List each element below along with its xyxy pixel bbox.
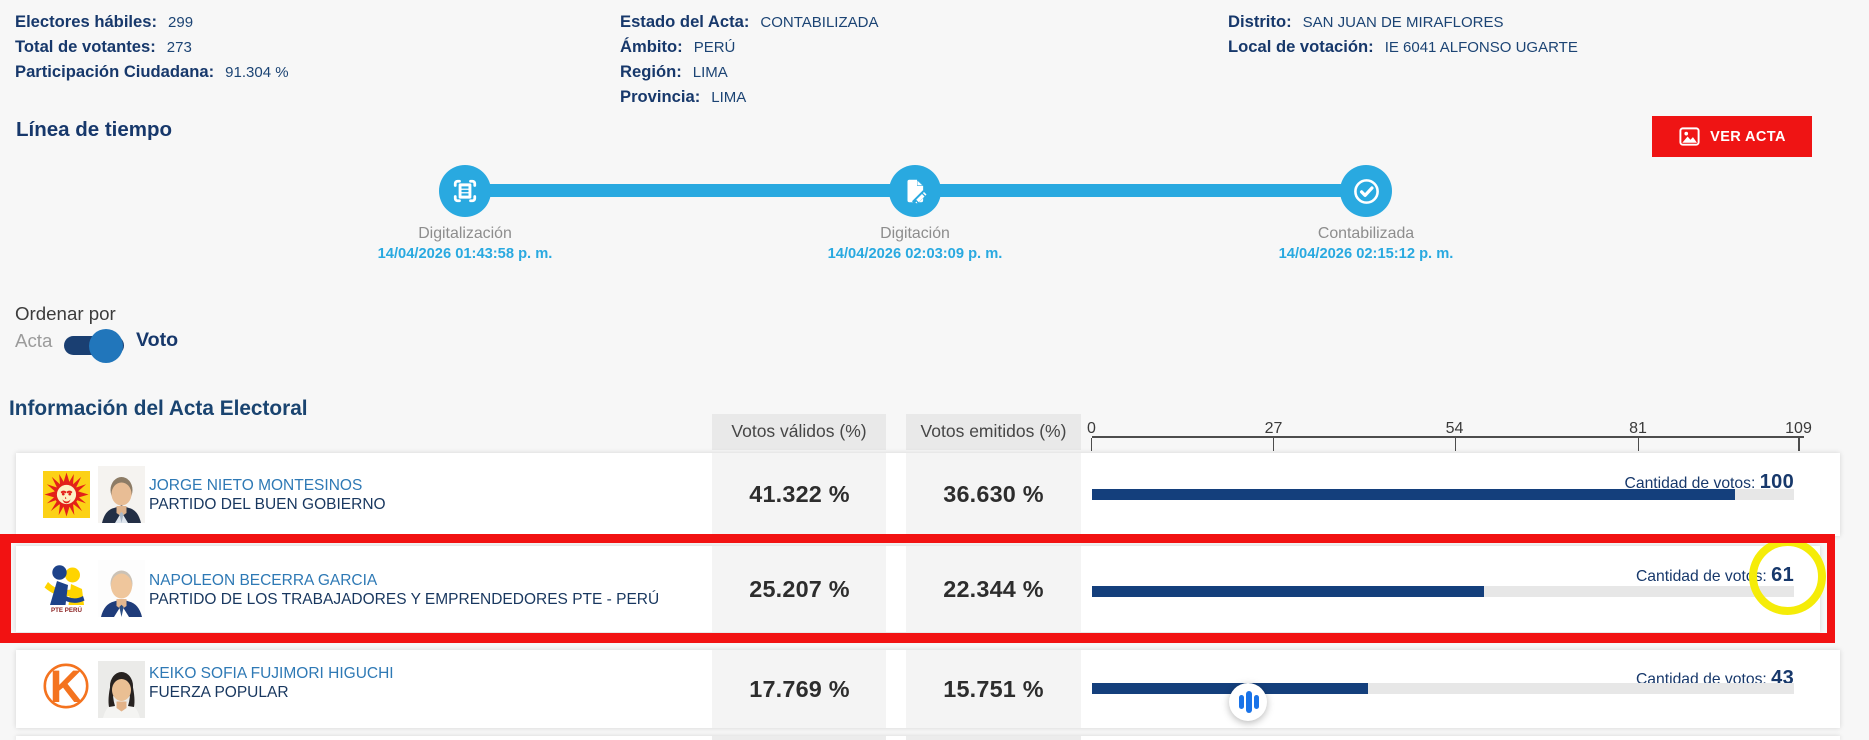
svg-text:K: K [50,662,83,710]
svg-text:PTE PERÚ: PTE PERÚ [51,607,82,614]
